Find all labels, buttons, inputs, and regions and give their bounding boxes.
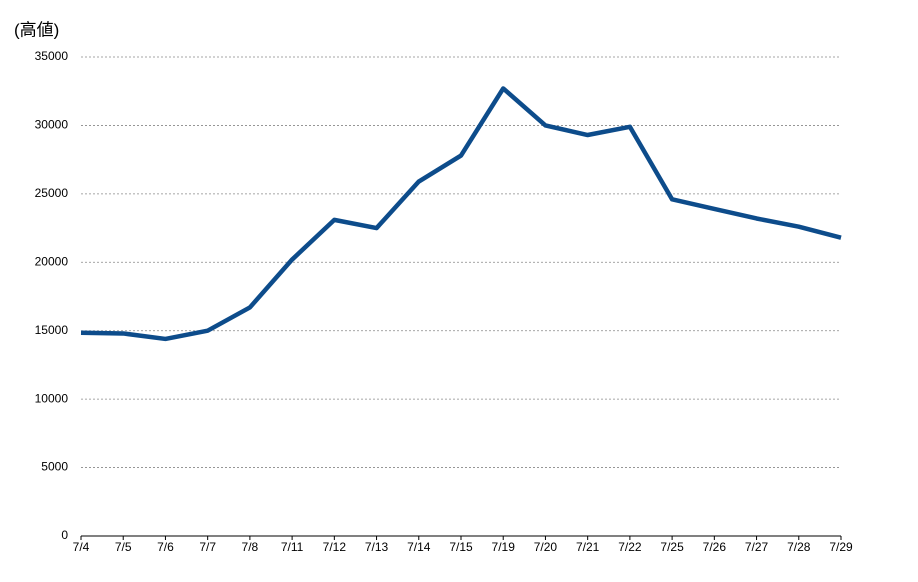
x-tick-label: 7/29 xyxy=(829,540,853,554)
x-tick-label: 7/7 xyxy=(199,540,216,554)
x-tick-label: 7/14 xyxy=(407,540,431,554)
x-tick-label: 7/26 xyxy=(703,540,727,554)
y-tick-label: 20000 xyxy=(35,254,69,268)
x-tick-label: 7/11 xyxy=(281,540,304,554)
y-tick-label: 10000 xyxy=(35,391,69,405)
x-tick-label: 7/5 xyxy=(115,540,132,554)
x-tick-label: 7/15 xyxy=(449,540,473,554)
x-tick-label: 7/19 xyxy=(492,540,516,554)
x-tick-label: 7/12 xyxy=(323,540,347,554)
y-tick-label: 25000 xyxy=(35,186,69,200)
x-tick-label: 7/27 xyxy=(745,540,769,554)
x-tick-label: 7/4 xyxy=(73,540,90,554)
x-tick-label: 7/6 xyxy=(157,540,174,554)
x-tick-label: 7/20 xyxy=(534,540,558,554)
x-tick-label: 7/25 xyxy=(660,540,684,554)
x-tick-label: 7/28 xyxy=(787,540,811,554)
y-tick-label: 5000 xyxy=(41,460,68,474)
y-tick-label: 30000 xyxy=(35,118,69,132)
y-tick-label: 35000 xyxy=(35,49,69,63)
x-tick-label: 7/21 xyxy=(576,540,600,554)
x-tick-label: 7/8 xyxy=(242,540,259,554)
x-tick-label: 7/13 xyxy=(365,540,389,554)
chart-title: (高値) xyxy=(14,20,59,39)
data-line xyxy=(80,86,842,342)
y-tick-label: 15000 xyxy=(35,323,69,337)
y-tick-label: 0 xyxy=(61,528,68,542)
x-tick-label: 7/22 xyxy=(618,540,642,554)
